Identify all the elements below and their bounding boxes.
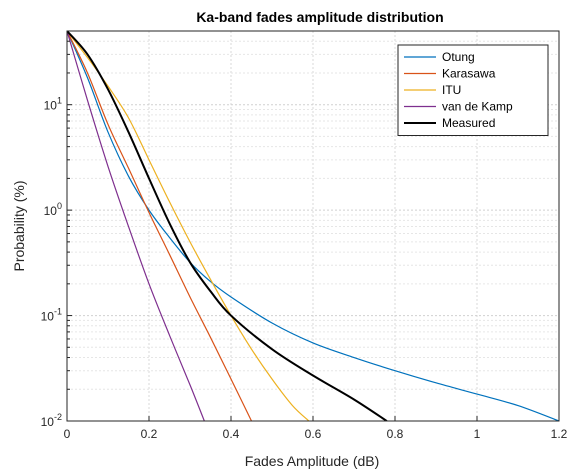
series-layer: [67, 31, 559, 421]
series-line-itu: [67, 31, 310, 421]
y-axis-label: Probability (%): [11, 180, 27, 271]
x-tick-label: 1.2: [551, 427, 568, 441]
tick-layer: 0 0.2 0.4 0.6 0.8 1 1.2 101 100 10-1 10-2: [41, 30, 568, 441]
legend: Otung Karasawa ITU van de Kamp Measured: [397, 44, 549, 136]
y-tick-label: 10-1: [41, 307, 62, 324]
x-tick-label: 0.8: [387, 427, 404, 441]
y-tick-label: 10-2: [41, 412, 62, 429]
x-tick-label: 0.4: [223, 427, 240, 441]
series-line-van-de-kamp: [67, 31, 205, 421]
legend-label-otung: Otung: [442, 50, 475, 64]
y-tick-label: 101: [44, 96, 62, 113]
chart-title: Ka-band fades amplitude distribution: [196, 9, 443, 25]
legend-label-karasawa: Karasawa: [442, 67, 496, 81]
x-tick-label: 1: [474, 427, 481, 441]
legend-label-van-de-kamp: van de Kamp: [442, 100, 513, 114]
x-tick-label: 0.2: [141, 427, 158, 441]
x-tick-label: 0.6: [305, 427, 322, 441]
legend-label-measured: Measured: [442, 116, 495, 130]
series-line-karasawa: [67, 31, 253, 421]
x-axis-label: Fades Amplitude (dB): [245, 453, 380, 469]
x-tick-label: 0: [64, 427, 71, 441]
series-line-measured: [67, 31, 388, 421]
legend-label-itu: ITU: [442, 83, 461, 97]
series-line-otung: [67, 31, 559, 421]
y-tick-label: 100: [44, 201, 62, 218]
